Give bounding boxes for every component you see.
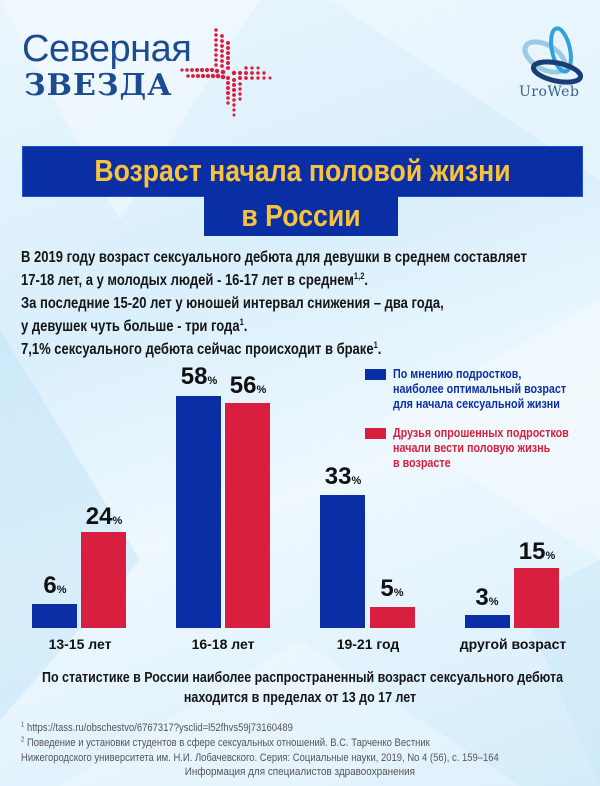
legend-label: Друзья опрошенных подростков начали вест…: [393, 426, 569, 470]
intro-line-3: За последние 15-20 лет у юношей интервал…: [21, 295, 444, 312]
summary-text: По статистике в России наиболее распрост…: [42, 670, 564, 706]
category-label: другой возраст: [459, 636, 567, 652]
bar-13-15-friends: [81, 532, 126, 628]
legend-label: По мнению подростков, наиболее оптимальн…: [393, 367, 567, 411]
intro-text: В 2019 году возраст сексуального дебюта …: [21, 246, 591, 361]
bar-value-label: 58%: [180, 363, 218, 390]
category-label: 19-21 год: [336, 636, 400, 652]
bar-chart: 6% 24% 13-15 лет 58% 56% 16-18 лет 33% 5…: [0, 360, 600, 660]
bar-16-18-friends: [225, 403, 270, 628]
footnotes: 1 https://tass.ru/obschestvo/6767317?ysc…: [21, 721, 591, 766]
intro-line-1: В 2019 году возраст сексуального дебюта …: [21, 249, 527, 266]
footnote-2-cont: Нижегородского университета им. Н.И. Лоб…: [21, 752, 499, 764]
bar-13-15-optimal: [32, 604, 77, 628]
bar-value-label: 6%: [43, 572, 67, 599]
bar-value-label: 24%: [85, 503, 123, 530]
legend-swatch-red: [365, 428, 386, 439]
bar-19-21-friends: [370, 607, 415, 628]
intro-line-4: у девушек чуть больше - три года1.: [21, 316, 248, 335]
category-label: 13-15 лет: [48, 636, 112, 652]
page-title-line1: Возраст начала половой жизни: [94, 153, 511, 188]
bar-value-label: 15%: [518, 538, 556, 565]
bar-other-optimal: [465, 615, 510, 628]
dotted-cross-icon: [180, 28, 272, 117]
severnaya-zvezda-logo: Северная ЗВЕЗДА: [22, 28, 282, 118]
bar-19-21-optimal: [320, 495, 365, 628]
legend-swatch-blue: [365, 369, 386, 380]
intro-line-2: 17-18 лет, а у молодых людей - 16-17 лет…: [21, 270, 369, 289]
legend-item-friends: Друзья опрошенных подростков начали вест…: [365, 426, 595, 471]
footnote-1: 1 https://tass.ru/obschestvo/6767317?ysc…: [21, 721, 293, 734]
page-title-line2: в России: [241, 198, 361, 233]
uroweb-logo: UroWeb: [505, 22, 595, 102]
bar-value-label: 33%: [324, 463, 362, 490]
legend-item-optimal: По мнению подростков, наиболее оптимальн…: [365, 367, 595, 412]
bar-value-label: 56%: [229, 372, 267, 399]
uroweb-rings-icon: [522, 26, 584, 85]
chart-legend: По мнению подростков, наиболее оптимальн…: [365, 367, 595, 485]
logo-line1: Северная: [22, 28, 192, 70]
bar-other-friends: [514, 568, 559, 628]
bar-16-18-optimal: [176, 396, 221, 628]
intro-line-5: 7,1% сексуального дебюта сейчас происход…: [21, 339, 382, 358]
category-label: 16-18 лет: [191, 636, 255, 652]
uroweb-wordmark: UroWeb: [519, 84, 580, 100]
bar-value-label: 5%: [380, 575, 404, 602]
title-banner: [22, 146, 583, 197]
logo-line2: ЗВЕЗДА: [24, 68, 173, 103]
bar-value-label: 3%: [475, 584, 499, 611]
footnote-2: 2 Поведение и установки студентов в сфер…: [21, 736, 430, 749]
disclaimer: Информация для специалистов здравоохране…: [184, 766, 416, 778]
title-banner-tab: [204, 196, 398, 236]
